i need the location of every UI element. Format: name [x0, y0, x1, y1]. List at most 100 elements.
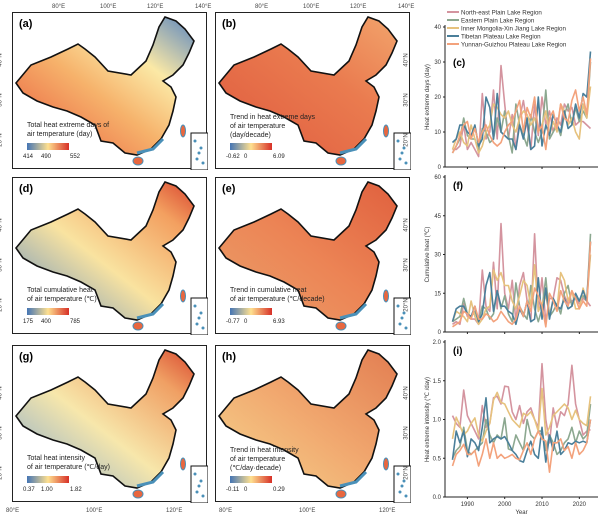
y-axis-label: Cumulative heat (℃)	[425, 227, 431, 283]
lon-tick-label: 100°E	[303, 4, 320, 10]
inset-island	[193, 304, 197, 308]
lon-tick-label: 100°E	[100, 4, 117, 10]
panel-label: (a)	[19, 18, 33, 30]
inset-island	[404, 326, 408, 330]
colorbar-title: Trend in heat extreme days of air tempera…	[230, 114, 315, 139]
china-map	[14, 349, 208, 503]
inset-island	[398, 322, 402, 326]
series-line-north-east-plain-lake-region	[451, 362, 591, 444]
lon-tick-label: 120°E	[379, 508, 396, 514]
inset-island	[197, 151, 201, 155]
china-outline	[14, 349, 195, 489]
inset-island	[197, 316, 201, 320]
colorbar-tick: 0.37	[23, 487, 35, 493]
panel-label: (e)	[222, 183, 236, 195]
colorbar-title: Total heat extreme days of air temperatur…	[27, 122, 110, 138]
panel-label: (f)	[453, 181, 463, 192]
colorbar-tick: -0.62	[226, 154, 240, 160]
colorbar-title: Total cumulative heat of air temperature …	[27, 287, 97, 303]
map-panel-d: (d) Total cumulative heat of air temperatu…	[12, 177, 208, 335]
lon-tick-label: 80°E	[219, 508, 233, 514]
china-outline	[14, 16, 195, 156]
lon-tick-label: 120°E	[350, 4, 367, 10]
colorbar	[27, 476, 69, 483]
inset-island	[201, 326, 205, 330]
taiwan-island	[383, 124, 389, 138]
inset-island	[398, 490, 402, 494]
panel-label: (g)	[19, 351, 34, 363]
hainan-island	[132, 156, 144, 166]
colorbar-tick: 785	[70, 319, 81, 325]
colorbar-tick: 552	[70, 154, 81, 160]
colorbar-tick: 1.82	[70, 487, 82, 493]
chart-c: 0 10 20 30 40 Heat extreme days (day) (c) North…	[425, 10, 598, 171]
colorbar	[230, 143, 272, 150]
taiwan-island	[383, 289, 389, 303]
colorbar	[230, 308, 272, 315]
coastline	[339, 137, 368, 155]
colorbar-tick: 0	[244, 319, 248, 325]
x-tick-label: 1990	[461, 502, 475, 508]
y-tick-label: 0	[438, 330, 442, 336]
china-map	[217, 16, 411, 170]
y-tick-label: 60	[434, 175, 441, 181]
colorbar	[27, 143, 69, 150]
x-axis-label: Year	[515, 510, 527, 516]
taiwan-island	[180, 457, 186, 471]
y-tick-label: 2.0	[433, 340, 442, 346]
inset-island	[199, 146, 203, 150]
china-map	[14, 16, 208, 170]
inset-island	[199, 311, 203, 315]
inset-island	[402, 146, 406, 150]
lon-tick-label: 80°E	[52, 4, 66, 10]
colorbar-tick: 0	[244, 154, 248, 160]
colorbar-tick: -0.11	[226, 487, 240, 493]
lon-tick-label: 80°E	[6, 508, 20, 514]
inset-island	[195, 322, 199, 326]
inset-island	[404, 494, 408, 498]
china-map	[14, 181, 208, 335]
colorbar-title: Trend in heat intensity of air temperatur…	[230, 447, 299, 472]
taiwan-island	[180, 124, 186, 138]
hainan-island	[335, 156, 347, 166]
taiwan-island	[383, 457, 389, 471]
series-line-eastern-plain-lake-region	[451, 403, 592, 459]
y-tick-label: 0	[438, 165, 442, 171]
x-tick-label: 2020	[573, 502, 587, 508]
colorbar-tick: 1.00	[41, 487, 53, 493]
series-line-inner-mongolia-xin-jiang-lake-region	[451, 387, 592, 443]
inset-island	[404, 161, 408, 165]
series-line-yunnan-guizhou-plateau-lake-region	[452, 241, 592, 328]
colorbar	[230, 476, 272, 483]
coastline	[136, 137, 165, 155]
colorbar-title: Total heat intensity of air temperature (…	[27, 455, 110, 471]
y-axis-label: Heat extreme intensity (℃ /day)	[425, 377, 431, 462]
colorbar-title: Trend in cumulative heat of air temperatu…	[230, 287, 325, 303]
legend-entry: Yunnan-Guizhou Plateau Lake Region	[461, 42, 567, 49]
colorbar-tick: -0.77	[226, 319, 240, 325]
inset-island	[396, 304, 400, 308]
panel-label: (d)	[19, 183, 34, 195]
y-tick-label: 40	[434, 25, 441, 31]
series-line-north-east-plain-lake-region	[452, 64, 592, 158]
inset-island	[195, 490, 199, 494]
china-outline	[217, 181, 398, 321]
x-tick-label: 2000	[498, 502, 512, 508]
coastline	[339, 470, 368, 488]
y-tick-label: 30	[434, 253, 441, 259]
taiwan-island	[180, 289, 186, 303]
hainan-island	[335, 489, 347, 499]
panel-label: (c)	[453, 58, 465, 69]
y-tick-label: 1.0	[433, 418, 442, 424]
colorbar	[27, 308, 69, 315]
map-panel-b: (b) Trend in heat extreme days of air temp…	[215, 12, 411, 170]
panel-label: (b)	[222, 18, 237, 30]
y-tick-label: 0.0	[433, 495, 442, 501]
colorbar-tick: 0.29	[273, 487, 285, 493]
china-map	[217, 181, 411, 335]
colorbar-tick: 175	[23, 319, 34, 325]
legend-entry: Inner Mongolia-Xin Jiang Lake Region	[461, 26, 566, 33]
china-outline	[14, 181, 195, 321]
lon-tick-label: 120°E	[166, 508, 183, 514]
hainan-island	[335, 321, 347, 331]
